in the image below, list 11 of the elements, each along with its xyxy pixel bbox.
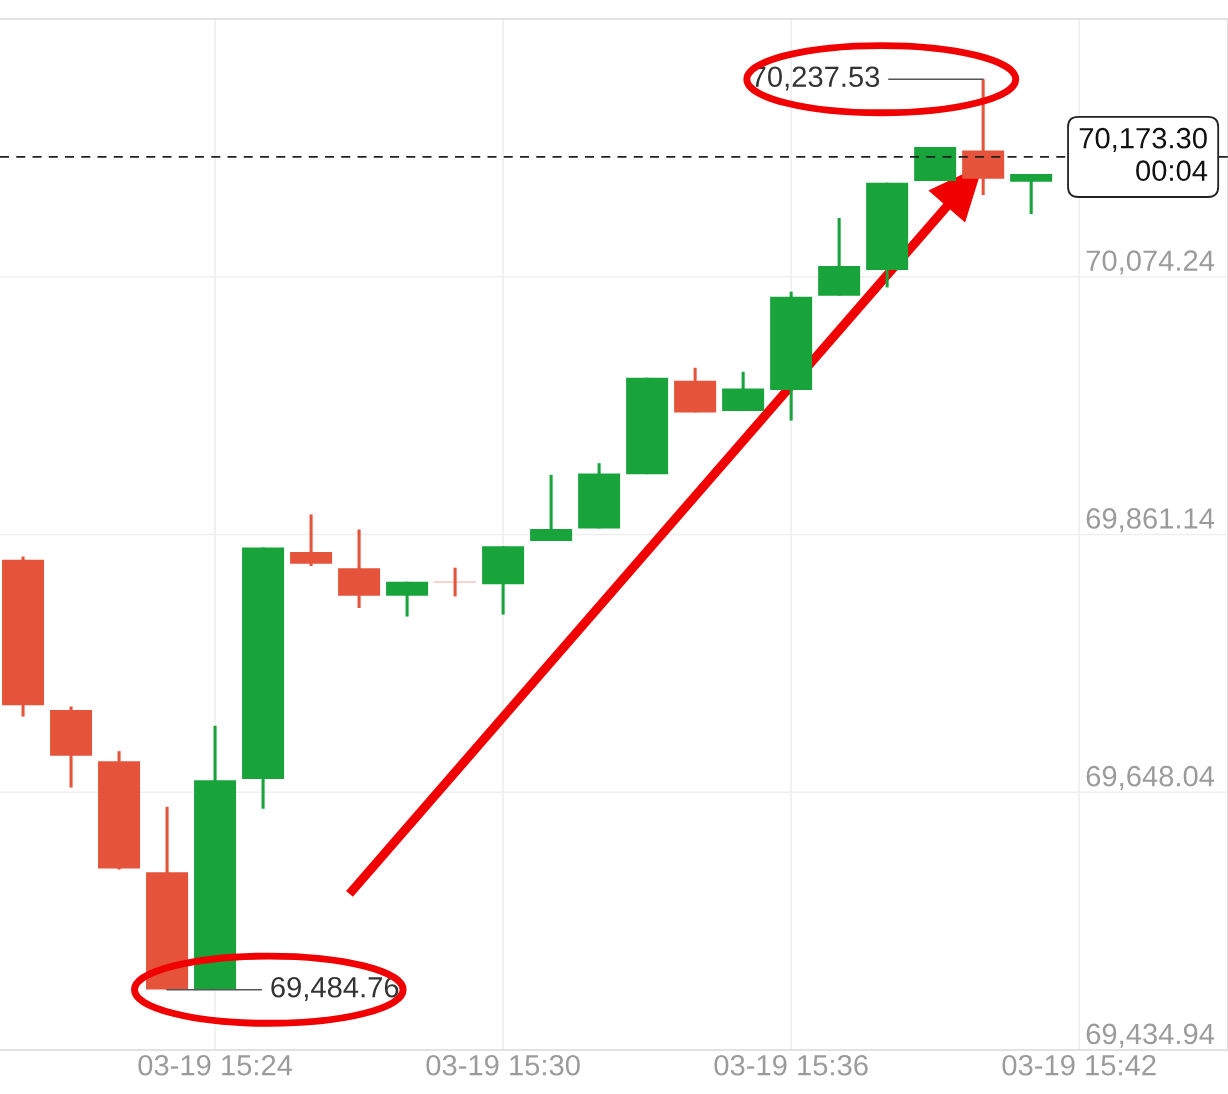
y-tick-label: 70,074.24	[1086, 250, 1215, 275]
ref-line-label: 70,173.30 00:04	[1079, 127, 1208, 181]
text: 69,484.76	[271, 976, 399, 1002]
x-tick-label: 03-19 15:24	[138, 1054, 293, 1076]
x-tick-label: 03-19 15:42	[1002, 1054, 1156, 1076]
y-tick-label: 69,861.14	[1086, 508, 1215, 533]
y-tick-label: 69,648.04	[1086, 765, 1215, 790]
text: 70,237.53	[752, 66, 880, 91]
x-tick-label: 03-19 15:30	[426, 1054, 580, 1076]
y-tick-label: 69,434.94	[1086, 1023, 1215, 1048]
x-tick-label: 03-19 15:36	[714, 1054, 868, 1076]
